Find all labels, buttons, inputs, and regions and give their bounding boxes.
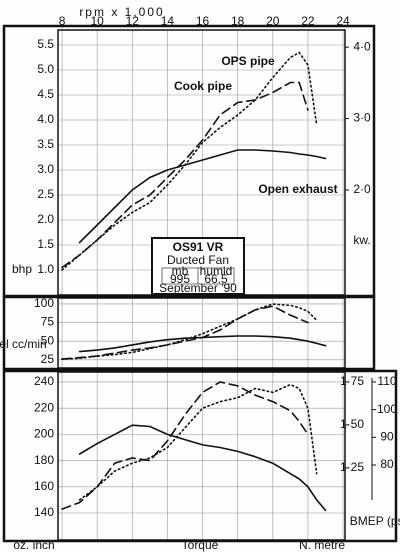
y3-tick-label: 90 (380, 429, 394, 443)
info-subtitle: Ducted Fan (167, 253, 229, 267)
y-tick-label: 100 (34, 296, 54, 310)
info-title: OS91 VR (173, 240, 224, 254)
x-axis-title: rpm x 1,000 (79, 5, 164, 19)
x-tick-label: 12 (126, 14, 140, 28)
y2-tick-label: 1·50 (340, 417, 364, 431)
x-tick-label: 22 (301, 14, 315, 28)
series-label: Cook pipe (174, 79, 232, 93)
series-line (61, 381, 309, 510)
info-cell: 995 (170, 272, 190, 286)
y-tick-label: 5.0 (37, 62, 54, 76)
y2-tick-label: 1·75 (340, 374, 364, 388)
y-tick-label: 140 (34, 505, 54, 519)
y-tick-label: 25 (41, 352, 55, 366)
y-tick-label: 3.0 (37, 162, 54, 176)
y-tick-label: 1.0 (37, 262, 54, 276)
y-tick-label: 180 (34, 453, 54, 467)
plot-frame (57, 371, 346, 541)
info-cell: humid (200, 264, 233, 278)
y2-axis-title: kw. (353, 233, 370, 247)
series-line (78, 424, 327, 512)
y2-tick-label: 2·0 (353, 182, 371, 196)
x-tick-label: 24 (336, 14, 350, 28)
x-tick-label: 8 (59, 14, 66, 28)
y-tick-label: 200 (34, 427, 54, 441)
series-label: Open exhaust (258, 182, 337, 196)
y-tick-label: 2.5 (37, 187, 54, 201)
y-tick-label: 2.0 (37, 212, 54, 226)
series-line (61, 305, 309, 360)
y-tick-label: 5.5 (37, 37, 54, 51)
info-cell: mb (172, 264, 189, 278)
info-date: September '90 (159, 281, 237, 295)
x-tick-label: 10 (90, 14, 104, 28)
y3-tick-label: 110 (377, 374, 396, 388)
y3-tick-label: 80 (380, 457, 394, 471)
series-label: OPS pipe (221, 54, 275, 68)
x-tick-label: 16 (196, 14, 210, 28)
x-tick-label: 14 (161, 14, 175, 28)
y-tick-label: 160 (34, 479, 54, 493)
panel-frame (2, 369, 398, 543)
y-tick-label: 240 (34, 374, 54, 388)
y3-axis-title: BMEP (psi) (350, 514, 400, 528)
y-axis-title: Fuel cc/min (0, 337, 47, 351)
info-box (151, 237, 245, 295)
y2-tick-label: 1·25 (340, 460, 364, 474)
y-tick-label: 1.5 (37, 237, 54, 251)
series-line (78, 335, 327, 353)
series-line (61, 81, 309, 269)
y-tick-label: 75 (41, 315, 55, 329)
panel-frame (2, 295, 376, 371)
series-line (78, 383, 318, 501)
x-axis-title: Torque (182, 538, 219, 552)
y2-axis-title: N. metre (299, 538, 345, 552)
y-tick-label: 50 (41, 333, 55, 347)
y3-tick-label: 100 (377, 402, 397, 416)
plot-frame (57, 297, 346, 369)
info-cell: 66.5 (204, 272, 228, 286)
x-tick-label: 20 (266, 14, 280, 28)
series-line (61, 51, 318, 271)
series-line (78, 149, 327, 244)
y-axis-title: oz. inch (13, 538, 54, 552)
y-tick-label: 220 (34, 400, 54, 414)
y-tick-label: 4.0 (37, 112, 54, 126)
y-tick-label: 3.5 (37, 137, 54, 151)
series-line (61, 303, 318, 360)
x-tick-label: 18 (231, 14, 245, 28)
y-axis-title: bhp (12, 262, 32, 276)
y2-tick-label: 3·0 (353, 111, 371, 125)
y2-tick-label: 4·0 (353, 39, 371, 53)
y-tick-label: 4.5 (37, 87, 54, 101)
